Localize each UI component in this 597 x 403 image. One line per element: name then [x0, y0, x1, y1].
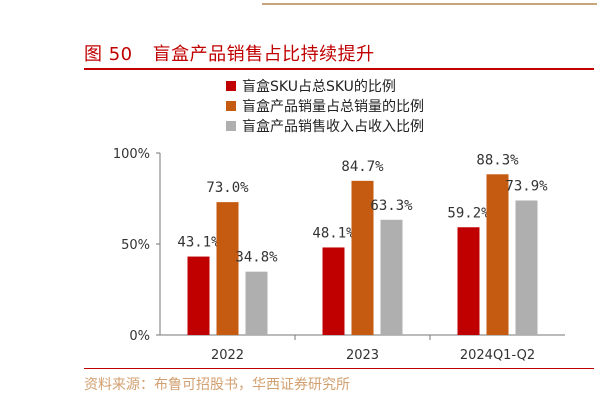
legend-swatch-volume [226, 101, 236, 111]
data-label-revenue-2: 73.9% [505, 179, 548, 195]
figure-title-text: 盲盒产品销售占比持续提升 [152, 44, 375, 65]
data-label-sku-2: 59.2% [447, 205, 490, 221]
data-label-revenue-0: 34.8% [235, 250, 278, 266]
title-underline [84, 68, 594, 70]
data-label-volume-0: 73.0% [206, 180, 249, 196]
top-decorative-rule [262, 3, 597, 5]
legend-item-volume: 盲盒产品销量占总销量的比例 [226, 96, 424, 116]
x-tick-label: 2024Q1-Q2 [460, 348, 535, 363]
bar-revenue-2 [515, 200, 538, 335]
footer-rule [84, 368, 594, 369]
legend-label-revenue: 盲盒产品销售收入占收入比例 [242, 119, 424, 135]
bar-revenue-1 [380, 219, 403, 335]
figure-title: 图 50 盲盒产品销售占比持续提升 [84, 40, 375, 66]
legend-item-sku: 盲盒SKU占总SKU的比例 [226, 76, 424, 96]
bar-revenue-0 [245, 271, 268, 335]
chart-legend: 盲盒SKU占总SKU的比例 盲盒产品销量占总销量的比例 盲盒产品销售收入占收入比… [226, 76, 424, 136]
legend-label-volume: 盲盒产品销量占总销量的比例 [242, 99, 424, 115]
data-label-volume-1: 84.7% [341, 159, 384, 175]
x-tick-label: 2023 [346, 348, 379, 363]
legend-label-sku: 盲盒SKU占总SKU的比例 [242, 79, 396, 95]
legend-swatch-revenue [226, 121, 236, 131]
source-note: 资料来源：布鲁可招股书，华西证券研究所 [84, 377, 350, 393]
bar-volume-1 [351, 180, 374, 335]
y-tick-label: 50% [121, 238, 150, 253]
y-tick-label: 0% [129, 329, 150, 344]
bar-sku-1 [322, 247, 345, 335]
figure-number: 图 50 [84, 44, 133, 65]
x-tick-label: 2022 [211, 348, 244, 363]
data-label-sku-1: 48.1% [312, 225, 355, 241]
bar-volume-2 [486, 174, 509, 335]
bar-sku-2 [457, 227, 480, 335]
data-label-revenue-1: 63.3% [370, 198, 413, 214]
data-label-volume-2: 88.3% [476, 152, 519, 168]
legend-item-revenue: 盲盒产品销售收入占收入比例 [226, 116, 424, 136]
legend-swatch-sku [226, 81, 236, 91]
data-label-sku-0: 43.1% [177, 235, 220, 251]
bar-sku-0 [187, 256, 210, 335]
y-tick-label: 100% [113, 147, 150, 162]
bar-volume-0 [216, 202, 239, 335]
